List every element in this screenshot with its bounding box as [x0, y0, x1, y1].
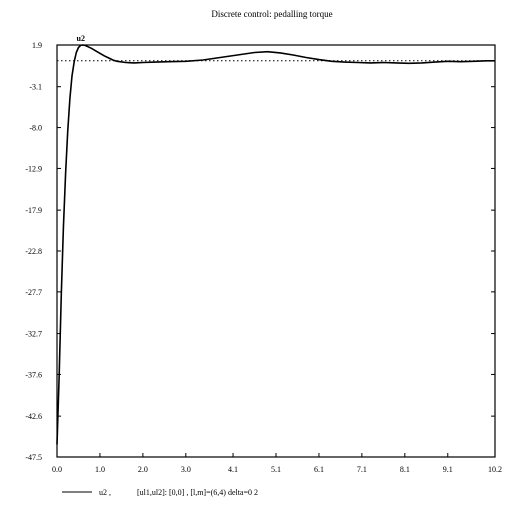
y-tick-label: 1.9 [32, 41, 42, 50]
y-tick-label: -27.7 [25, 288, 42, 297]
y-tick-label: -22.8 [25, 247, 42, 256]
y-tick-label: -37.6 [25, 370, 42, 379]
y-tick-label: -32.7 [25, 330, 42, 339]
annotation-layer: u2 [77, 34, 85, 43]
y-tick-label: -12.9 [25, 164, 42, 173]
x-tick-label: 5.1 [271, 465, 281, 474]
x-axis: 0.0 1.0 2.0 3.0 4.1 5.1 6.1 7.1 8.1 9.1 10.2 [52, 453, 502, 474]
y-tick-label: -42.6 [25, 412, 42, 421]
legend: u2 , [ul1,ul2]: [0,0] , [l,m]=(6,4) delt… [62, 488, 258, 497]
x-tick-label: 3.0 [181, 465, 191, 474]
x-tick-label: 9.1 [443, 465, 453, 474]
legend-series-label: u2 , [99, 488, 111, 497]
x-tick-label: 6.1 [314, 465, 324, 474]
x-tick-label: 4.1 [228, 465, 238, 474]
x-tick-label: 2.0 [138, 465, 148, 474]
series-layer [56, 44, 495, 445]
y-tick-label: -3.1 [29, 83, 42, 92]
x-tick-label: 7.1 [357, 465, 367, 474]
series-line-u2 [56, 44, 495, 445]
y-tick-label: -47.5 [25, 453, 42, 462]
x-tick-label: 8.1 [400, 465, 410, 474]
plot-frame [56, 44, 496, 458]
legend-parameters: [ul1,ul2]: [0,0] , [l,m]=(6,4) delta=0 2 [137, 488, 258, 497]
y-tick-label: -17.9 [25, 206, 42, 215]
x-tick-label: 1.0 [95, 465, 105, 474]
y-tick-label: -8.0 [29, 124, 42, 133]
y-axis: 1.9 -3.1 -8.0 -12.9 -17.9 -22.8 -27.7 -32.7 -37.… [25, 41, 495, 462]
chart-title: Discrete control: pedalling torque [211, 9, 332, 19]
series-annotation: u2 [77, 34, 85, 43]
x-tick-label: 0.0 [52, 465, 62, 474]
x-tick-label: 10.2 [488, 465, 502, 474]
